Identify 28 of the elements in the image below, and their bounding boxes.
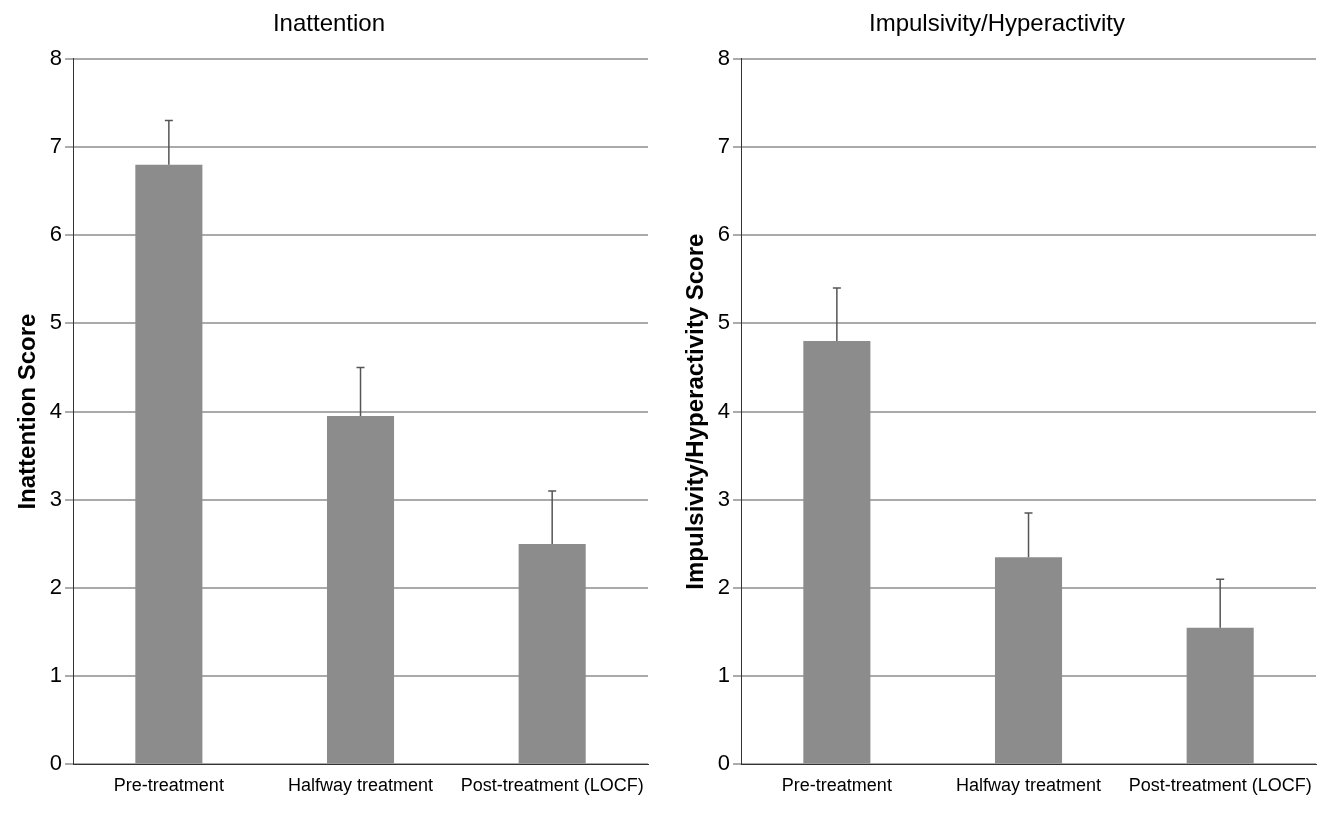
y-tick-label: 2	[49, 574, 63, 600]
y-tick-label: 6	[717, 221, 731, 247]
x-tick-label: Pre-treatment	[781, 775, 892, 796]
y-tick-label: 4	[49, 397, 63, 423]
y-tick-label: 1	[717, 662, 731, 688]
y-tick-label: 5	[717, 309, 731, 335]
y-tick-label: 7	[49, 133, 63, 159]
y-tick-label: 8	[717, 44, 731, 70]
x-tick-label: Halfway treatment	[287, 775, 434, 796]
y-tick-label: 5	[49, 309, 63, 335]
y-tick-label: 1	[49, 662, 63, 688]
y-axis-title: Inattention Score	[13, 313, 41, 510]
x-tick-label: Halfway treatment	[955, 775, 1102, 796]
chart-title: Impulsivity/Hyperactivity	[868, 9, 1126, 37]
y-tick-label: 4	[717, 397, 731, 423]
y-tick-label: 6	[49, 221, 63, 247]
x-tick-label: Post-treatment (LOCF)	[1128, 775, 1312, 796]
x-tick-label: Post-treatment (LOCF)	[460, 775, 644, 796]
y-tick-label: 2	[717, 574, 731, 600]
y-tick-label: 3	[49, 485, 63, 511]
chart-title: Inattention	[272, 9, 386, 37]
y-tick-label: 0	[49, 750, 63, 776]
x-tick-label: Pre-treatment	[113, 775, 224, 796]
y-tick-label: 7	[717, 133, 731, 159]
y-axis-title: Impulsivity/Hyperactivity Score	[681, 233, 709, 590]
y-tick-label: 0	[717, 750, 731, 776]
y-tick-label: 3	[717, 485, 731, 511]
y-tick-label: 8	[49, 44, 63, 70]
